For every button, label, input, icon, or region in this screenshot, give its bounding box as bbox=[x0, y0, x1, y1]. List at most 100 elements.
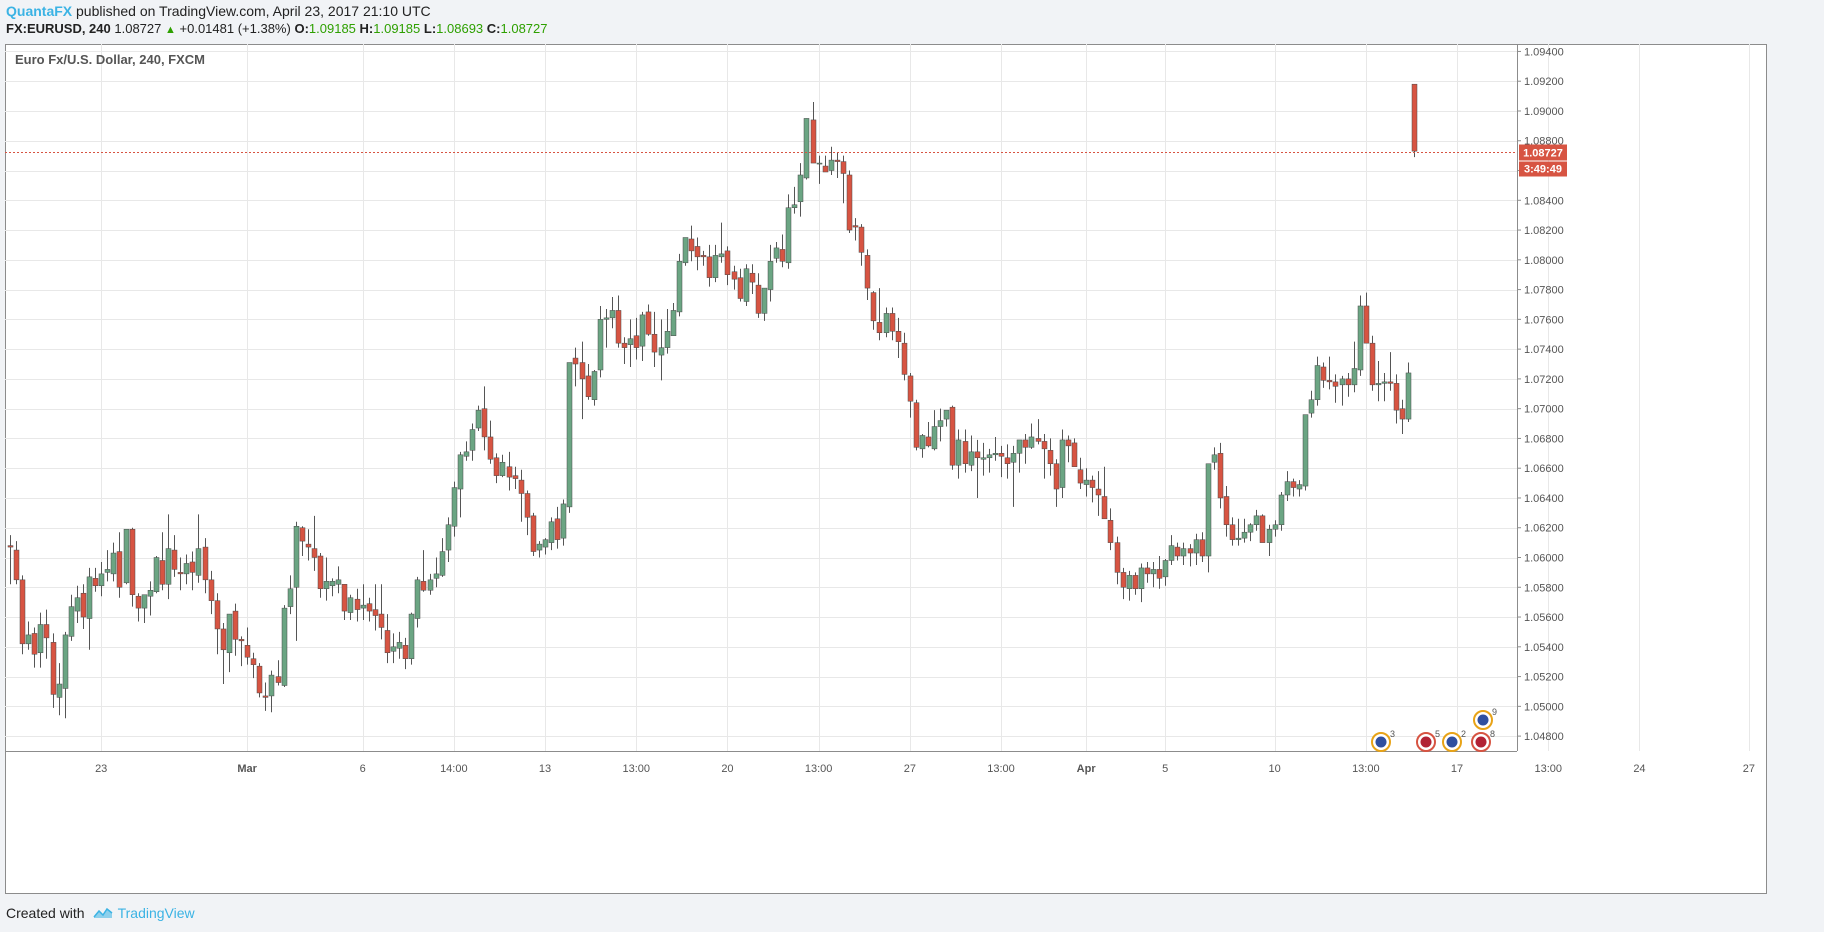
candle-body bbox=[141, 594, 148, 609]
y-tick-label: 1.05800 bbox=[1524, 582, 1564, 594]
candle-body bbox=[1314, 365, 1321, 400]
candle-body bbox=[579, 362, 586, 380]
candle-body bbox=[323, 581, 330, 590]
candle-body bbox=[834, 159, 841, 162]
last-price-label-bg bbox=[1519, 144, 1567, 161]
candle-body bbox=[998, 453, 1005, 457]
tradingview-link[interactable]: TradingView bbox=[93, 905, 195, 921]
candle-body bbox=[104, 569, 111, 573]
candle-body bbox=[354, 598, 361, 610]
candle-body bbox=[1332, 381, 1339, 387]
candle-body bbox=[226, 613, 233, 654]
candle-body bbox=[7, 545, 14, 548]
y-tick-label: 1.05400 bbox=[1524, 642, 1564, 654]
candle-body bbox=[281, 607, 288, 686]
candle-body bbox=[493, 457, 500, 476]
candle-body bbox=[317, 555, 324, 590]
candle-body bbox=[1211, 454, 1218, 463]
quote-line: FX:EURUSD, 240 1.08727 ▲ +0.01481 (+1.38… bbox=[6, 21, 548, 36]
candle-body bbox=[992, 453, 999, 456]
candle-body bbox=[445, 524, 452, 551]
candle-body bbox=[147, 590, 154, 597]
x-tick-label: Mar bbox=[237, 763, 257, 775]
candle-body bbox=[542, 539, 549, 548]
candle-body bbox=[1241, 531, 1248, 539]
candle-body bbox=[737, 277, 744, 299]
candle-body bbox=[767, 261, 774, 290]
candlestick-chart[interactable]: 1.094001.092001.090001.088001.086001.084… bbox=[5, 44, 1767, 894]
candle-body bbox=[518, 479, 525, 494]
y-tick-label: 1.07200 bbox=[1524, 374, 1564, 386]
candle-body bbox=[86, 576, 93, 619]
candle-body bbox=[439, 551, 446, 576]
candle-body bbox=[129, 528, 136, 595]
y-tick-label: 1.05000 bbox=[1524, 701, 1564, 713]
candle-body bbox=[949, 406, 956, 466]
candle-body bbox=[615, 310, 622, 344]
candle-body bbox=[937, 420, 944, 427]
candle-body bbox=[420, 581, 427, 591]
candle-body bbox=[214, 600, 221, 630]
candle-body bbox=[1126, 575, 1133, 590]
candle-body bbox=[13, 549, 20, 581]
candle-body bbox=[560, 503, 567, 539]
candle-body bbox=[116, 551, 123, 588]
candle-body bbox=[1381, 381, 1388, 384]
candle-body bbox=[1399, 408, 1406, 420]
candle-body bbox=[165, 548, 172, 585]
candle-body bbox=[31, 633, 38, 655]
open-value: 1.09185 bbox=[308, 21, 356, 36]
y-tick-label: 1.07400 bbox=[1524, 344, 1564, 356]
candle-body bbox=[1302, 414, 1309, 487]
candle-body bbox=[1223, 496, 1230, 526]
candle-body bbox=[499, 461, 506, 476]
candle-body bbox=[256, 665, 263, 694]
x-tick-label: 5 bbox=[1162, 763, 1168, 775]
candle-body bbox=[645, 311, 652, 335]
candle-body bbox=[457, 454, 464, 490]
candle-body bbox=[1089, 479, 1096, 488]
candle-body bbox=[1345, 378, 1352, 386]
close-value: 1.08727 bbox=[500, 21, 548, 36]
candle-body bbox=[1259, 515, 1266, 543]
close-label: C: bbox=[486, 21, 501, 36]
candle-body bbox=[171, 549, 178, 570]
candle-body bbox=[153, 557, 160, 592]
candle-body bbox=[19, 579, 26, 645]
candle-body bbox=[530, 515, 537, 552]
y-tick-label: 1.07600 bbox=[1524, 314, 1564, 326]
candle-body bbox=[706, 256, 713, 278]
candle-body bbox=[189, 561, 196, 573]
x-tick-label: 13:00 bbox=[987, 763, 1015, 775]
candle-body bbox=[408, 613, 415, 659]
candle-body bbox=[779, 249, 786, 262]
candle-body bbox=[536, 543, 543, 551]
candle-body bbox=[1065, 439, 1072, 447]
candle-body bbox=[566, 362, 573, 508]
event-flag-icon bbox=[1477, 714, 1489, 726]
y-tick-label: 1.06400 bbox=[1524, 493, 1564, 505]
candle-body bbox=[633, 335, 640, 348]
candle-body bbox=[390, 646, 397, 652]
candle-body bbox=[1253, 515, 1260, 526]
x-tick-label: 20 bbox=[721, 763, 733, 775]
candle-body bbox=[797, 174, 804, 203]
candle-body bbox=[1016, 439, 1023, 454]
footer: Created with TradingView bbox=[6, 905, 195, 921]
created-with-text: Created with bbox=[6, 905, 85, 921]
candle-body bbox=[1357, 305, 1364, 371]
candle-body bbox=[177, 572, 184, 575]
candle-body bbox=[135, 595, 142, 609]
y-tick-label: 1.06800 bbox=[1524, 433, 1564, 445]
candle-body bbox=[1187, 548, 1194, 554]
candle-body bbox=[1369, 342, 1376, 386]
candle-body bbox=[512, 475, 519, 479]
candle-body bbox=[110, 552, 117, 575]
candle-body bbox=[208, 579, 215, 601]
author-link[interactable]: QuantaFX bbox=[6, 3, 73, 19]
candle-body bbox=[1156, 569, 1163, 579]
candle-body bbox=[828, 159, 835, 171]
candle-body bbox=[870, 292, 877, 322]
candle-body bbox=[548, 521, 555, 543]
candle-body bbox=[299, 527, 306, 542]
